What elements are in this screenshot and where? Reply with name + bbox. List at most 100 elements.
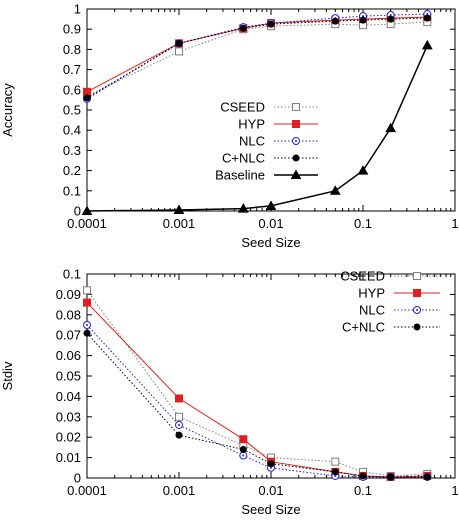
data-point (329, 185, 341, 195)
series-line (86, 21, 428, 97)
y-tick-label: 0.05 (56, 369, 81, 384)
series-line (86, 17, 428, 99)
point-center (86, 324, 88, 326)
data-point (239, 24, 247, 32)
data-point (359, 472, 367, 480)
data-point (83, 87, 91, 96)
series-baseline (81, 39, 433, 215)
data-point (331, 17, 339, 25)
x-tick-label: 0.001 (163, 483, 196, 498)
x-tick-label: 0.0001 (67, 216, 107, 231)
data-point (83, 298, 91, 307)
legend-marker (290, 169, 302, 179)
legend-marker (413, 323, 421, 331)
stdiv-chart: 0 0.01 0.02 0.03 0.04 0.05 0.06 0.07 0.08 0.09 0.1… (0, 267, 459, 518)
y-tick-label: 0.04 (56, 389, 81, 404)
legend-label: HYP (238, 117, 265, 132)
data-point (423, 14, 431, 22)
point-center (389, 14, 392, 17)
data-point (81, 205, 93, 215)
data-point (239, 435, 248, 444)
y-tick-label: 0.03 (56, 409, 81, 424)
legend-label: C+NLC (222, 151, 265, 166)
data-point (239, 445, 247, 453)
series-line (86, 16, 428, 93)
legend-label: Baseline (215, 168, 265, 183)
data-point (237, 203, 249, 213)
y-tick-label: 0.1 (63, 183, 81, 198)
y-tick-label: 0.9 (63, 22, 81, 37)
x-tick-label: 0.01 (258, 483, 283, 498)
data-point (421, 39, 433, 50)
data-point (83, 329, 91, 337)
series-c-nlc (83, 14, 431, 102)
data-point (359, 16, 367, 24)
y-tick-label: 0.6 (63, 82, 81, 97)
data-point (387, 473, 395, 481)
series-nlc (83, 321, 432, 481)
y-tick-label: 1 (74, 2, 81, 17)
data-point (357, 165, 369, 175)
data-point (175, 39, 183, 47)
data-point (267, 460, 275, 468)
series-line (86, 290, 428, 477)
x-tick-label: 0.0001 (67, 483, 107, 498)
accuracy-chart: 0 0.1 0.2 0.3 0.4 0.5 0.6 0.7 0.8 0.9 1 0.0001 0.001… (0, 2, 459, 251)
data-point (331, 468, 339, 476)
y-axis-title: Accuracy (0, 83, 15, 137)
series-line (86, 45, 428, 212)
data-point (173, 204, 185, 214)
legend-marker (292, 120, 300, 128)
x-tick-label: 0.1 (354, 216, 372, 231)
x-axis-title: Seed Size (241, 502, 300, 517)
y-tick-label: 0.5 (63, 103, 81, 118)
data-point (331, 457, 340, 466)
y-tick-label: 0.3 (63, 143, 81, 158)
legend-marker (292, 154, 300, 162)
y-tick-label: 0.7 (63, 62, 81, 77)
series-c-nlc (83, 329, 431, 481)
data-point (175, 47, 183, 56)
y-tick-label: 0.01 (56, 450, 81, 465)
data-point (267, 20, 275, 28)
y-tick-label: 0.06 (56, 348, 81, 363)
legend-marker (413, 272, 421, 280)
series-line (86, 324, 428, 478)
x-tick-label: 1 (451, 483, 458, 498)
legend-label: CSEED (340, 269, 385, 284)
legend-marker (292, 103, 300, 111)
plot-frame (86, 8, 456, 212)
data-point (265, 200, 277, 210)
legend-label: NLC (359, 303, 385, 318)
point-center (242, 454, 245, 457)
x-axis-title: Seed Size (241, 235, 300, 250)
y-tick-label: 0.09 (56, 287, 81, 302)
y-tick-label: 0.07 (56, 328, 81, 343)
y-tick-label: 0 (74, 471, 81, 486)
x-tick-label: 0.1 (354, 483, 372, 498)
x-tick-label: 0.001 (163, 216, 196, 231)
y-tick-label: 0.2 (63, 163, 81, 178)
x-tick-label: 1 (451, 216, 458, 231)
series-cseed (83, 18, 432, 100)
point-center (416, 309, 418, 311)
legend-marker (413, 289, 421, 297)
series-hyp (83, 13, 432, 96)
data-point (385, 122, 397, 133)
data-point (175, 412, 183, 421)
data-point (175, 431, 183, 439)
point-center (334, 474, 337, 477)
legend-label: NLC (239, 134, 265, 149)
y-tick-label: 0.8 (63, 42, 81, 57)
point-center (178, 423, 180, 426)
point-center (270, 466, 272, 469)
y-tick-label: 0.08 (56, 307, 81, 322)
data-point (83, 286, 91, 295)
x-tick-label: 0.01 (258, 216, 283, 231)
data-point (83, 94, 91, 102)
point-center (426, 13, 429, 16)
point-center (295, 140, 297, 142)
data-point (175, 394, 183, 403)
series-line (86, 13, 428, 100)
legend-label: CSEED (220, 100, 265, 115)
